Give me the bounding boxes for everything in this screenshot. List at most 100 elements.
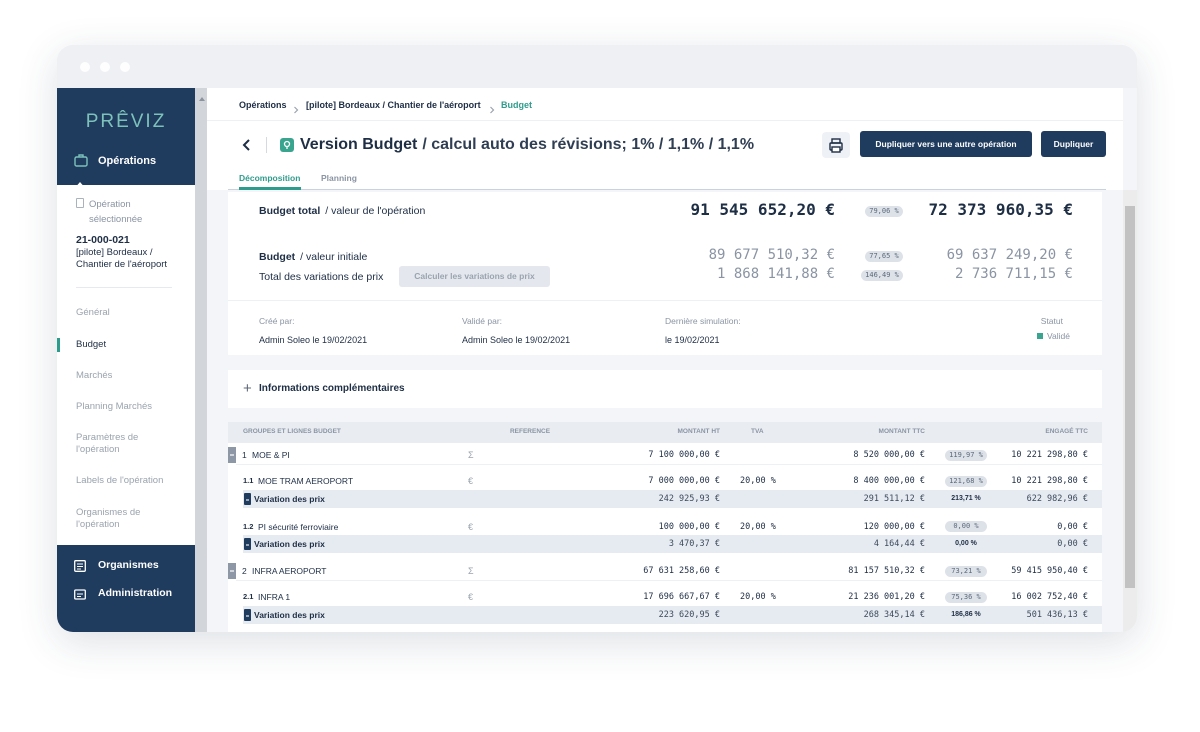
title: Version Budget bbox=[300, 136, 418, 153]
bottom-menu-item[interactable]: Administration bbox=[98, 587, 173, 599]
group-toggle[interactable] bbox=[228, 563, 236, 579]
label: Budget total bbox=[259, 205, 321, 217]
group-number: 1 bbox=[242, 450, 247, 460]
action-button[interactable]: Dupliquer vers une autre opération bbox=[860, 131, 1032, 157]
menu-item[interactable]: Budget bbox=[76, 339, 107, 350]
meta-label: Créé par: bbox=[259, 316, 295, 326]
variation-toggle[interactable] bbox=[244, 608, 251, 621]
subtitle: / calcul auto des révisions; 1% / 1,1% /… bbox=[422, 136, 755, 153]
window-dot bbox=[120, 62, 130, 72]
breadcrumb-divider bbox=[207, 120, 1123, 121]
amount-ht: 17 696 667,67 € bbox=[643, 592, 720, 602]
status-value: Validé bbox=[1047, 331, 1070, 341]
variation-label: Variation des prix bbox=[254, 609, 325, 620]
percent: 213,71 % bbox=[951, 494, 981, 502]
print-button[interactable] bbox=[822, 132, 850, 158]
percent-pill: 73,21 % bbox=[945, 565, 987, 577]
action-button[interactable]: Dupliquer bbox=[1041, 131, 1106, 157]
amount-ttc: 291 511,12 € bbox=[863, 493, 925, 504]
meta-label: Statut bbox=[1040, 316, 1063, 326]
menu-item[interactable]: Général bbox=[76, 307, 110, 318]
tab-underline bbox=[239, 187, 301, 190]
calculate-button[interactable]: Calculer les variations de prix bbox=[399, 266, 550, 287]
engage-ttc: 0,00 € bbox=[1057, 539, 1088, 549]
info-card bbox=[228, 370, 1102, 408]
amount-ttc: 81 157 510,32 € bbox=[848, 566, 925, 576]
bottom-menu-item[interactable]: Organismes bbox=[98, 559, 159, 571]
tab-notch bbox=[74, 176, 86, 189]
reference: € bbox=[468, 521, 474, 532]
variation-row bbox=[243, 605, 1102, 624]
column-header: GROUPES ET LIGNES BUDGET bbox=[243, 428, 341, 435]
budget-total-amount: 91 545 652,20 € bbox=[690, 200, 836, 219]
tva: 20,00 % bbox=[740, 476, 776, 486]
breadcrumb-separator bbox=[489, 101, 495, 114]
budget-card bbox=[228, 192, 1102, 355]
menu-item[interactable]: Organismes de l'opération bbox=[76, 507, 141, 530]
budget-total-amount-2: 72 373 960,35 € bbox=[928, 200, 1074, 219]
selected-icon bbox=[76, 198, 84, 208]
sidebar-scrollbar bbox=[195, 88, 207, 632]
group-toggle[interactable] bbox=[228, 447, 236, 463]
expand-icon[interactable]: + bbox=[243, 380, 252, 397]
variation-row bbox=[243, 535, 1102, 553]
amount-ht: 223 620,95 € bbox=[658, 609, 720, 620]
amount-ttc: 4 164,44 € bbox=[873, 539, 925, 549]
engage-ttc: 0,00 € bbox=[1057, 521, 1088, 532]
breadcrumb-item[interactable]: [pilote] Bordeaux / Chantier de l'aéropo… bbox=[306, 100, 481, 110]
column-header: REFERENCE bbox=[509, 428, 551, 435]
breadcrumb-item[interactable]: Opérations bbox=[239, 100, 287, 110]
menu-item[interactable]: Marchés bbox=[76, 370, 113, 381]
window-dot bbox=[100, 62, 110, 72]
variations-amount-2: 2 736 711,15 € bbox=[954, 266, 1073, 282]
engage-ttc: 10 221 298,80 € bbox=[1011, 476, 1088, 486]
variation-toggle[interactable] bbox=[244, 492, 251, 505]
engage-ttc: 16 002 752,40 € bbox=[1011, 592, 1088, 602]
percent-pill: 146,49 % bbox=[861, 269, 903, 281]
operation-code: 21-000-021 bbox=[76, 234, 130, 246]
variations-label: Total des variations de prix bbox=[259, 271, 384, 283]
reference: Σ bbox=[468, 450, 474, 460]
reference: Σ bbox=[468, 566, 474, 576]
breadcrumb-separator bbox=[293, 101, 299, 114]
amount-ht: 3 470,37 € bbox=[668, 539, 720, 549]
back-button[interactable] bbox=[241, 138, 253, 152]
engage-ttc: 59 415 950,40 € bbox=[1011, 566, 1088, 576]
scroll-arrow[interactable] bbox=[198, 90, 206, 101]
header-divider bbox=[266, 137, 267, 153]
group-label: INFRA AEROPORT bbox=[252, 566, 327, 576]
window-dot bbox=[80, 62, 90, 72]
admin-icon bbox=[74, 587, 86, 600]
active-marker bbox=[57, 338, 60, 352]
sidebar-light bbox=[57, 185, 195, 545]
percent-pill: 0,00 % bbox=[945, 521, 987, 532]
budget-initial-amount: 89 677 510,32 € bbox=[708, 247, 835, 263]
meta-label: Validé par: bbox=[462, 316, 503, 326]
main-scrollbar-thumb bbox=[1125, 206, 1135, 588]
tab-active[interactable]: Décomposition bbox=[239, 173, 301, 183]
menu-item[interactable]: Planning Marchés bbox=[76, 401, 153, 412]
line-label: PI sécurité ferroviaire bbox=[258, 521, 339, 532]
percent: 0,00 % bbox=[955, 540, 977, 547]
status-dot bbox=[1037, 333, 1043, 339]
tva: 20,00 % bbox=[740, 592, 776, 602]
menu-item[interactable]: Labels de l'opération bbox=[76, 475, 164, 486]
variation-toggle[interactable] bbox=[244, 538, 251, 550]
percent: 186,86 % bbox=[951, 610, 981, 618]
column-header: MONTANT TTC bbox=[878, 428, 925, 435]
group-row bbox=[236, 561, 1102, 581]
menu-item[interactable]: Paramètres de l'opération bbox=[76, 432, 139, 455]
section-tab[interactable]: Opérations bbox=[98, 155, 157, 167]
amount-ht: 7 100 000,00 € bbox=[648, 450, 720, 460]
variation-label: Variation des prix bbox=[254, 493, 325, 504]
budget-initial-amount-2: 69 637 249,20 € bbox=[946, 247, 1073, 263]
label: Budget bbox=[259, 251, 296, 263]
percent-pill: 119,97 % bbox=[945, 449, 987, 461]
line-label: MOE TRAM AEROPORT bbox=[258, 476, 354, 486]
app-window: PRÊVIZ Opérations Opération sélectionnée 21… bbox=[57, 45, 1137, 632]
group-row bbox=[236, 445, 1102, 465]
budget-divider bbox=[228, 300, 1102, 301]
line-number: 2.1 bbox=[243, 592, 254, 601]
tab[interactable]: Planning bbox=[321, 173, 357, 183]
info-label[interactable]: Informations complémentaires bbox=[259, 383, 405, 394]
